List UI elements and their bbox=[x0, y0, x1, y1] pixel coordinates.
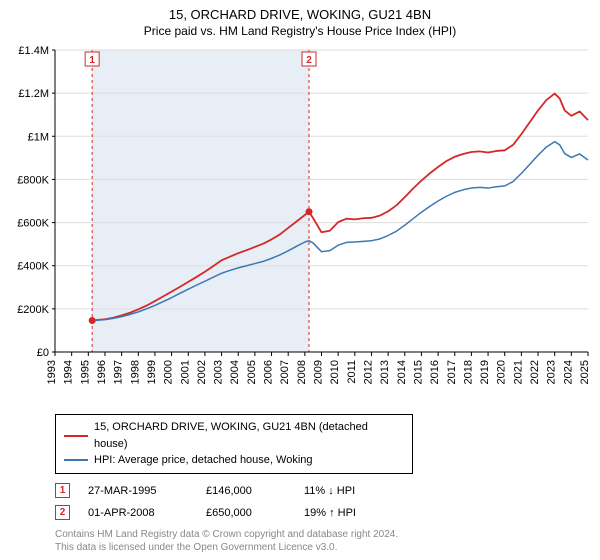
svg-text:2017: 2017 bbox=[446, 360, 458, 384]
svg-text:2020: 2020 bbox=[496, 360, 508, 384]
svg-text:2019: 2019 bbox=[479, 360, 491, 384]
svg-text:1998: 1998 bbox=[129, 360, 141, 384]
svg-text:2024: 2024 bbox=[562, 360, 574, 384]
svg-text:2022: 2022 bbox=[529, 360, 541, 384]
chart-area: £0 £200K £400K £600K £800K £1M £1.2M £1.4M 1993 1… bbox=[0, 42, 600, 412]
footer-line: Contains HM Land Registry data © Crown c… bbox=[55, 528, 588, 541]
svg-text:2016: 2016 bbox=[429, 360, 441, 384]
svg-text:£200K: £200K bbox=[17, 304, 49, 316]
svg-text:2018: 2018 bbox=[462, 360, 474, 384]
legend-swatch-price-paid bbox=[64, 435, 88, 437]
svg-text:2002: 2002 bbox=[196, 360, 208, 384]
svg-text:1997: 1997 bbox=[113, 360, 125, 384]
footer-attribution: Contains HM Land Registry data © Crown c… bbox=[55, 528, 588, 554]
legend-box: 15, ORCHARD DRIVE, WOKING, GU21 4BN (det… bbox=[55, 414, 413, 474]
svg-text:2005: 2005 bbox=[246, 360, 258, 384]
sale-hpi-delta: 19% ↑ HPI bbox=[304, 502, 394, 524]
legend-label-price-paid: 15, ORCHARD DRIVE, WOKING, GU21 4BN (det… bbox=[94, 419, 404, 452]
svg-text:2001: 2001 bbox=[179, 360, 191, 384]
sale-row: 2 01-APR-2008 £650,000 19% ↑ HPI bbox=[55, 502, 588, 524]
svg-text:2000: 2000 bbox=[163, 360, 175, 384]
svg-text:2004: 2004 bbox=[229, 360, 241, 384]
legend-label-hpi: HPI: Average price, detached house, Woki… bbox=[94, 452, 313, 469]
svg-text:£1.2M: £1.2M bbox=[18, 88, 49, 100]
svg-text:£400K: £400K bbox=[17, 261, 49, 273]
sale-marker-2: 2 bbox=[55, 505, 70, 520]
chart-subtitle: Price paid vs. HM Land Registry's House … bbox=[0, 24, 600, 42]
svg-text:2007: 2007 bbox=[279, 360, 291, 384]
svg-text:2014: 2014 bbox=[396, 360, 408, 384]
chart-title: 15, ORCHARD DRIVE, WOKING, GU21 4BN bbox=[0, 0, 600, 24]
legend-row-price-paid: 15, ORCHARD DRIVE, WOKING, GU21 4BN (det… bbox=[64, 419, 404, 452]
svg-text:£600K: £600K bbox=[17, 218, 49, 230]
svg-text:2021: 2021 bbox=[512, 360, 524, 384]
svg-text:1996: 1996 bbox=[96, 360, 108, 384]
svg-text:1993: 1993 bbox=[46, 360, 58, 384]
svg-text:1994: 1994 bbox=[63, 360, 75, 384]
svg-text:2008: 2008 bbox=[296, 360, 308, 384]
svg-text:£1M: £1M bbox=[28, 131, 49, 143]
sale-date: 01-APR-2008 bbox=[88, 502, 188, 524]
sale-price: £146,000 bbox=[206, 480, 286, 502]
legend-swatch-hpi bbox=[64, 459, 88, 461]
svg-text:2009: 2009 bbox=[313, 360, 325, 384]
sale-date: 27-MAR-1995 bbox=[88, 480, 188, 502]
svg-text:1: 1 bbox=[89, 55, 95, 66]
sale-row: 1 27-MAR-1995 £146,000 11% ↓ HPI bbox=[55, 480, 588, 502]
line-chart-svg: £0 £200K £400K £600K £800K £1M £1.2M £1.4M 1993 1… bbox=[0, 42, 600, 412]
svg-text:2011: 2011 bbox=[346, 360, 358, 384]
svg-text:£1.4M: £1.4M bbox=[18, 45, 49, 57]
svg-text:2015: 2015 bbox=[412, 360, 424, 384]
svg-text:2010: 2010 bbox=[329, 360, 341, 384]
svg-text:2013: 2013 bbox=[379, 360, 391, 384]
sale-hpi-delta: 11% ↓ HPI bbox=[304, 480, 394, 502]
footer-line: This data is licensed under the Open Gov… bbox=[55, 541, 588, 554]
svg-text:£800K: £800K bbox=[17, 175, 49, 187]
svg-text:£0: £0 bbox=[37, 347, 49, 359]
svg-text:1995: 1995 bbox=[79, 360, 91, 384]
svg-text:2003: 2003 bbox=[213, 360, 225, 384]
svg-text:2012: 2012 bbox=[362, 360, 374, 384]
svg-text:2006: 2006 bbox=[263, 360, 275, 384]
legend-row-hpi: HPI: Average price, detached house, Woki… bbox=[64, 452, 404, 469]
svg-text:2023: 2023 bbox=[546, 360, 558, 384]
svg-text:2025: 2025 bbox=[579, 360, 591, 384]
sale-marker-1: 1 bbox=[55, 483, 70, 498]
sale-price: £650,000 bbox=[206, 502, 286, 524]
sale-records: 1 27-MAR-1995 £146,000 11% ↓ HPI 2 01-AP… bbox=[55, 480, 588, 524]
svg-text:2: 2 bbox=[306, 55, 312, 66]
svg-text:1999: 1999 bbox=[146, 360, 158, 384]
chart-container: 15, ORCHARD DRIVE, WOKING, GU21 4BN Pric… bbox=[0, 0, 600, 560]
